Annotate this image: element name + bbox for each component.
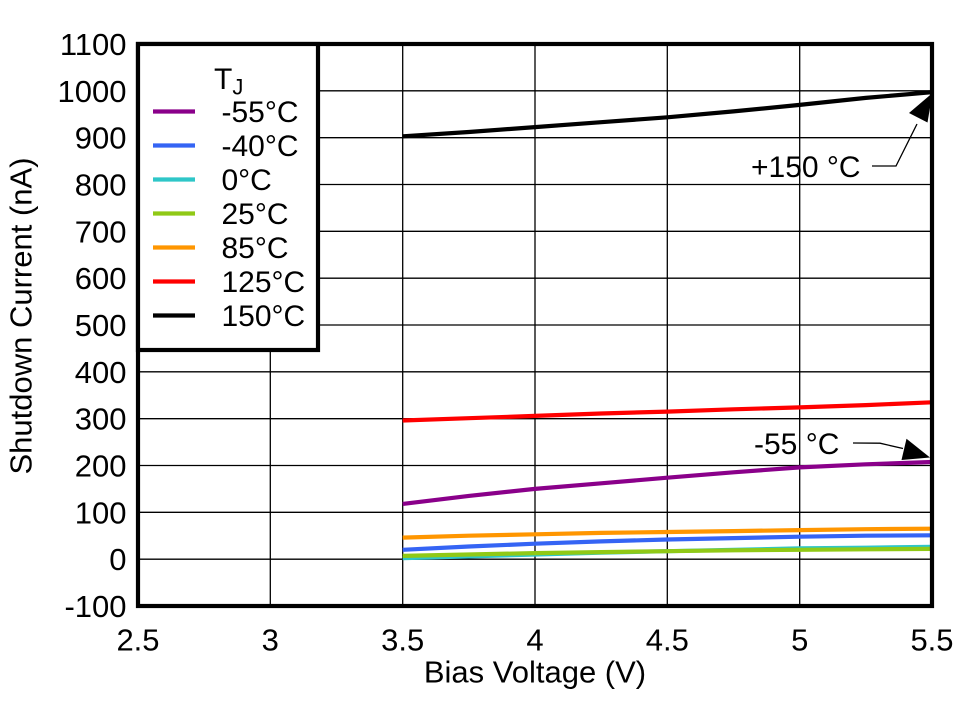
- svg-text:700: 700: [75, 214, 127, 249]
- svg-text:-100: -100: [64, 589, 126, 624]
- svg-text:Bias Voltage (V): Bias Voltage (V): [424, 655, 646, 690]
- svg-text:25°C: 25°C: [222, 198, 289, 231]
- svg-text:-55 °C: -55 °C: [754, 428, 839, 461]
- svg-text:1000: 1000: [58, 74, 127, 109]
- svg-text:900: 900: [75, 121, 127, 156]
- svg-text:100: 100: [75, 495, 127, 530]
- svg-text:0°C: 0°C: [222, 164, 272, 197]
- svg-text:+150 °C: +150 °C: [751, 151, 861, 184]
- svg-text:300: 300: [75, 402, 127, 437]
- svg-text:Shutdown Current (nA): Shutdown Current (nA): [4, 157, 39, 474]
- svg-text:150°C: 150°C: [222, 300, 306, 333]
- svg-text:4: 4: [526, 623, 543, 658]
- svg-text:200: 200: [75, 449, 127, 484]
- svg-text:4.5: 4.5: [646, 623, 689, 658]
- svg-text:5.5: 5.5: [910, 623, 953, 658]
- svg-text:500: 500: [75, 308, 127, 343]
- svg-text:800: 800: [75, 168, 127, 203]
- svg-text:-40°C: -40°C: [222, 130, 299, 163]
- svg-text:2.5: 2.5: [116, 623, 159, 658]
- svg-text:3.5: 3.5: [381, 623, 424, 658]
- svg-text:400: 400: [75, 355, 127, 390]
- svg-text:5: 5: [791, 623, 808, 658]
- svg-text:85°C: 85°C: [222, 232, 289, 265]
- svg-text:3: 3: [262, 623, 279, 658]
- svg-text:125°C: 125°C: [222, 266, 306, 299]
- svg-text:0: 0: [109, 542, 126, 577]
- svg-text:-55°C: -55°C: [222, 96, 299, 129]
- svg-text:600: 600: [75, 261, 127, 296]
- svg-text:1100: 1100: [60, 27, 127, 62]
